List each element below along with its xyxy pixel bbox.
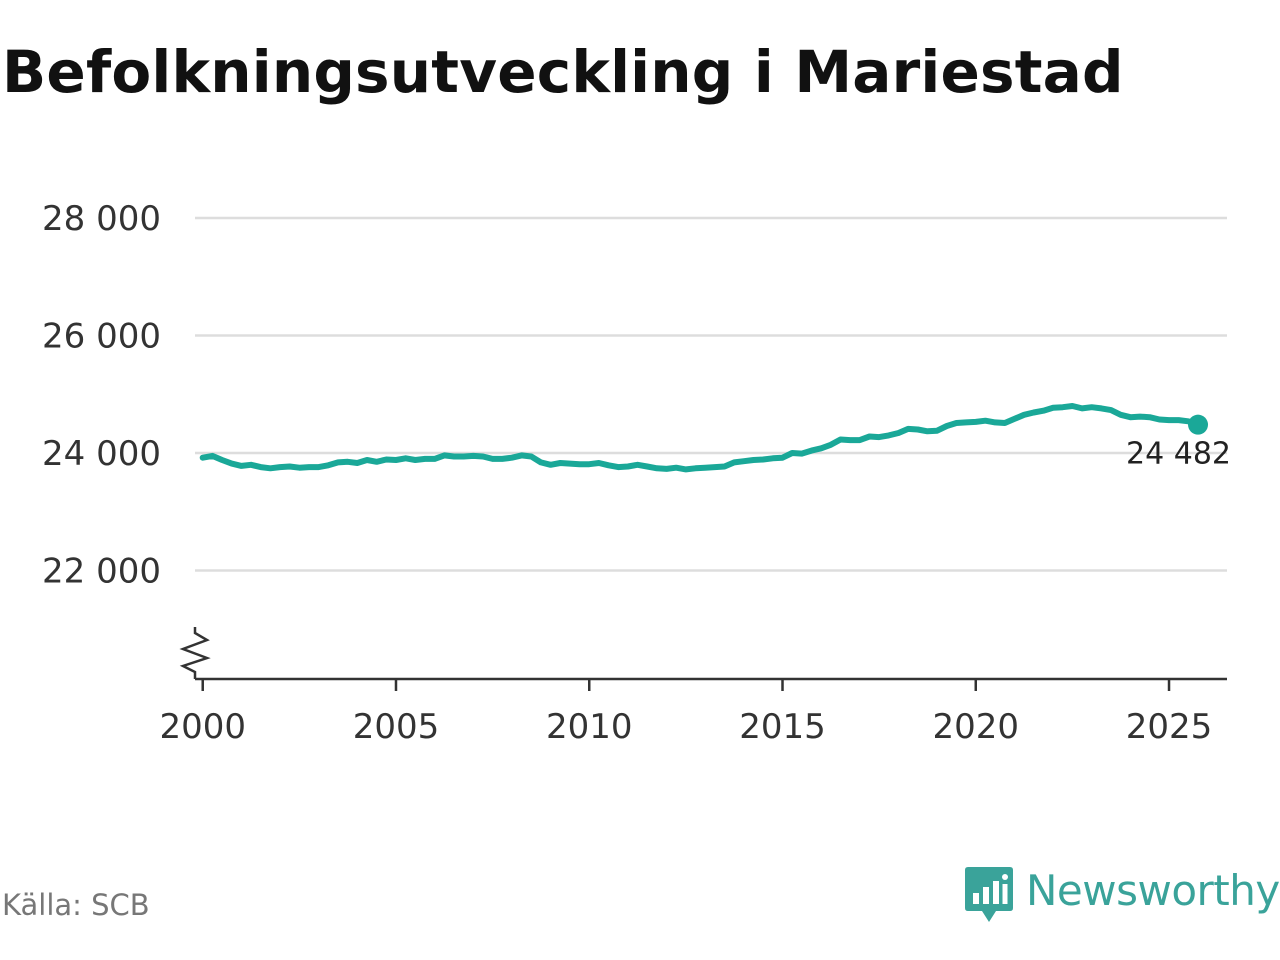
- series-line: [199, 403, 1201, 473]
- x-tick-label: 2020: [932, 707, 1019, 747]
- x-tick-label: 2025: [1126, 707, 1213, 747]
- x-axis: [179, 627, 1227, 691]
- x-tick-label: 2010: [546, 707, 633, 747]
- logo-text: Newsworthy: [1026, 866, 1280, 915]
- y-axis-break: [179, 627, 211, 679]
- chart-title: Befolkningsutveckling i Mariestad: [2, 38, 1124, 106]
- line-chart: 22 000 24 000 26 000 28 000 2000 2005 2010 201…: [42, 199, 1231, 747]
- newsworthy-bar-chart-icon: [965, 867, 1013, 922]
- newsworthy-logo[interactable]: Newsworthy: [962, 864, 1280, 928]
- gridlines: [195, 216, 1227, 572]
- last-point-marker: [1188, 414, 1209, 435]
- y-tick-label: 26 000: [42, 317, 161, 357]
- source-label: Källa: SCB: [2, 888, 150, 922]
- x-axis-labels: 2000 2005 2010 2015 2020 2025: [159, 707, 1212, 747]
- x-tick-label: 2015: [739, 707, 826, 747]
- x-tick-label: 2000: [159, 707, 246, 747]
- y-tick-label: 24 000: [42, 434, 161, 474]
- end-marker: 24 482: [1126, 414, 1231, 472]
- series: [199, 403, 1201, 473]
- x-tick-label: 2005: [353, 707, 440, 747]
- y-axis-labels: 22 000 24 000 26 000 28 000: [42, 199, 161, 592]
- y-tick-label: 22 000: [42, 552, 161, 592]
- y-tick-label: 28 000: [42, 199, 161, 239]
- last-value-label: 24 482: [1126, 437, 1231, 472]
